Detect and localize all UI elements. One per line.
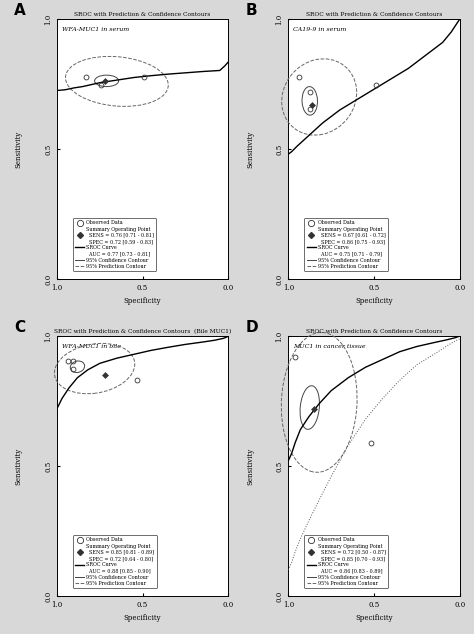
Legend: Observed Data, Summary Operating Point,   SENS = 0.67 [0.61 - 0.72],   SPEC = 0.: Observed Data, Summary Operating Point, …	[304, 218, 388, 271]
Text: CA19-9 in serum: CA19-9 in serum	[293, 27, 346, 32]
Title: SROC with Prediction & Confidence Contours  (Bile MUC1): SROC with Prediction & Confidence Contou…	[54, 329, 231, 334]
Legend: Observed Data, Summary Operating Point,   SENS = 0.85 [0.81 - 0.89],   SPEC = 0.: Observed Data, Summary Operating Point, …	[73, 535, 157, 588]
Text: C: C	[14, 320, 25, 335]
X-axis label: Specificity: Specificity	[124, 297, 162, 306]
Text: MUC1 in cancer tissue: MUC1 in cancer tissue	[293, 344, 366, 349]
Y-axis label: Sensitivity: Sensitivity	[15, 131, 23, 167]
X-axis label: Specificity: Specificity	[355, 297, 393, 306]
Text: D: D	[246, 320, 258, 335]
Text: A: A	[14, 3, 26, 18]
Text: B: B	[246, 3, 257, 18]
Legend: Observed Data, Summary Operating Point,   SENS = 0.76 [0.71 - 0.81],   SPEC = 0.: Observed Data, Summary Operating Point, …	[73, 218, 156, 271]
Title: SROC with Prediction & Confidence Contours: SROC with Prediction & Confidence Contou…	[74, 12, 211, 17]
Text: WFA-MUC1 in serum: WFA-MUC1 in serum	[62, 27, 129, 32]
Y-axis label: Sensitivity: Sensitivity	[15, 448, 23, 484]
X-axis label: Specificity: Specificity	[355, 614, 393, 623]
X-axis label: Specificity: Specificity	[124, 614, 162, 623]
Y-axis label: Sensitivity: Sensitivity	[246, 448, 254, 484]
Title: SROC with Prediction & Confidence Contours: SROC with Prediction & Confidence Contou…	[306, 329, 442, 334]
Title: SROC with Prediction & Confidence Contours: SROC with Prediction & Confidence Contou…	[306, 12, 442, 17]
Y-axis label: Sensitivity: Sensitivity	[246, 131, 254, 167]
Text: WFA-MUC1 in bile: WFA-MUC1 in bile	[62, 344, 121, 349]
Legend: Observed Data, Summary Operating Point,   SENS = 0.72 [0.50 - 0.87],   SPEC = 0.: Observed Data, Summary Operating Point, …	[304, 535, 388, 588]
